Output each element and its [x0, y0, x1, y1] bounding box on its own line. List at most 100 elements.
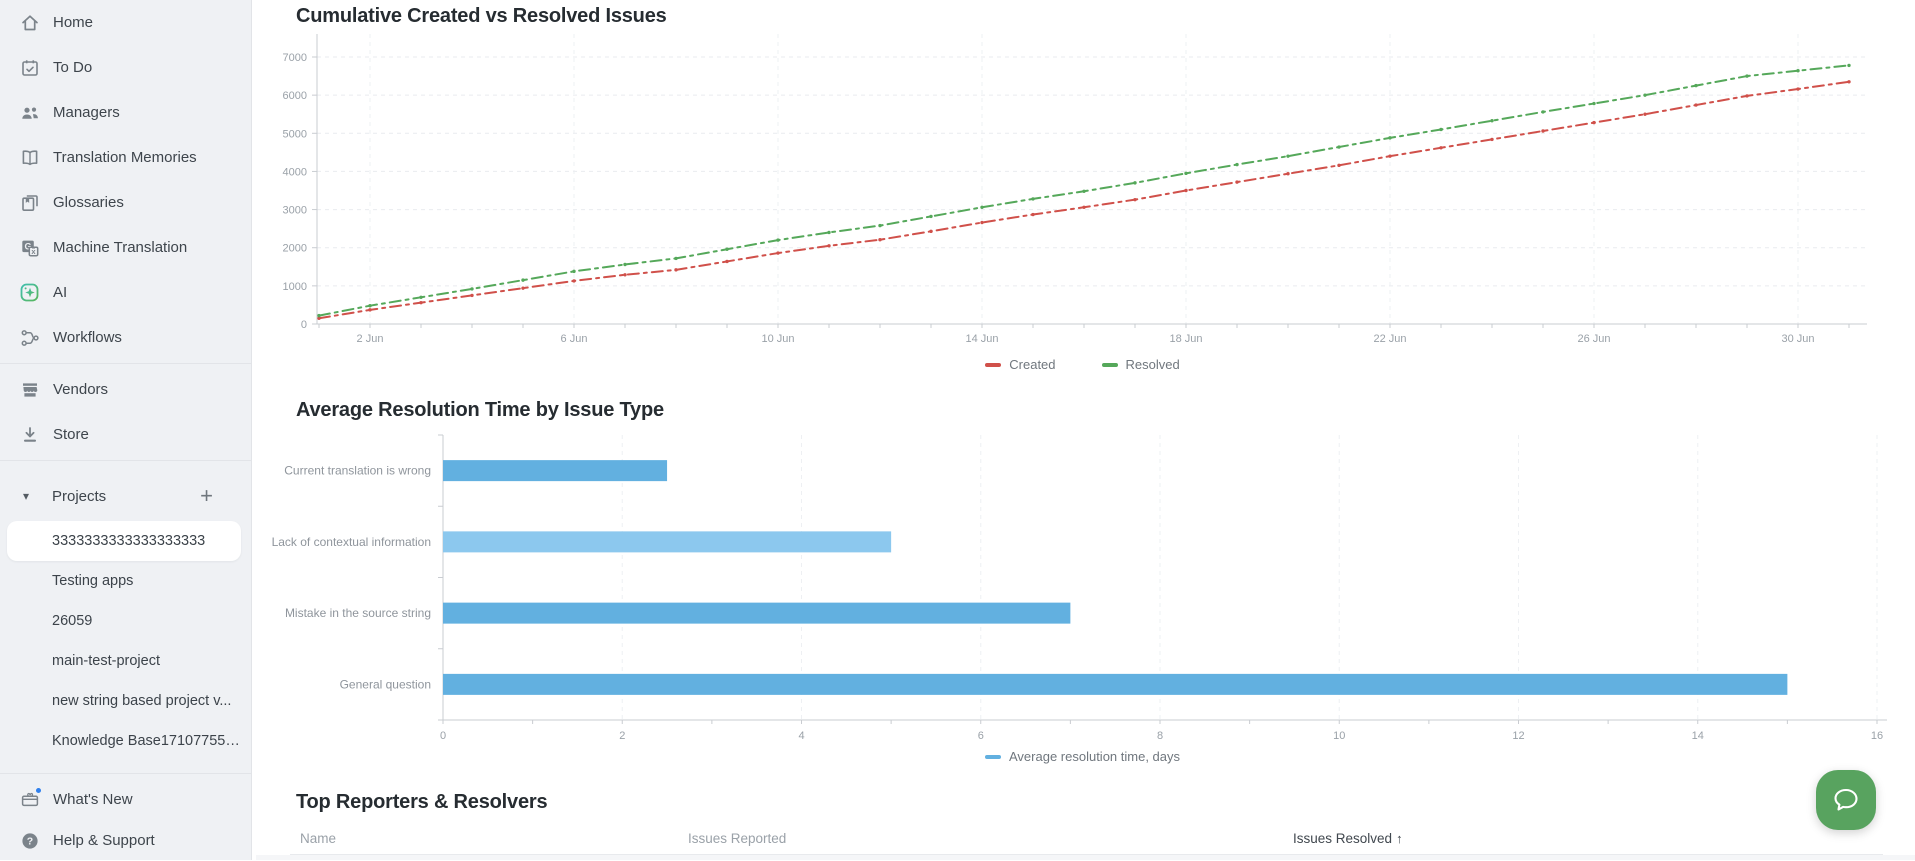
chat-bubble-icon [1834, 788, 1858, 811]
cumulative-line-chart: 0 1000 2000 3000 4000 5000 6000 7000 2 Jun 6 Jun 1… [283, 34, 1867, 345]
question-circle-icon: ? [19, 830, 40, 851]
legend-item-created[interactable]: Created [985, 357, 1056, 372]
svg-text:2 Jun: 2 Jun [357, 333, 384, 345]
sidebar-item-to-do[interactable]: To Do [0, 45, 251, 90]
sidebar-item-store[interactable]: Store [0, 412, 251, 457]
svg-text:30 Jun: 30 Jun [1781, 333, 1814, 345]
svg-text:18 Jun: 18 Jun [1169, 333, 1202, 345]
sidebar-item-vendors[interactable]: Vendors [0, 367, 251, 412]
project-item-selected[interactable]: 3333333333333333333 [7, 521, 241, 561]
table-row[interactable] [256, 855, 1915, 860]
managers-people-icon [19, 102, 40, 123]
sidebar-item-help-support[interactable]: ? Help & Support [0, 820, 251, 861]
svg-text:1000: 1000 [283, 281, 307, 293]
home-icon [19, 12, 40, 33]
column-header-name[interactable]: Name [300, 831, 337, 846]
svg-text:14 Jun: 14 Jun [965, 333, 998, 345]
project-item[interactable]: new string based project v... [52, 693, 232, 709]
svg-text:16: 16 [1871, 730, 1883, 742]
legend-item-average-resolution-time[interactable]: Average resolution time, days [984, 749, 1181, 764]
project-item[interactable]: main-test-project [52, 653, 160, 669]
chevron-down-icon[interactable]: ▾ [23, 489, 30, 503]
sidebar-item-label: Home [53, 14, 94, 31]
svg-text:General question: General question [340, 677, 431, 691]
column-header-issues-reported[interactable]: Issues Reported [688, 831, 787, 846]
projects-section-header: ▾ Projects + [0, 471, 251, 521]
storefront-icon [19, 379, 40, 400]
projects-section-title: Projects [52, 487, 107, 505]
sidebar-item-managers[interactable]: Managers [0, 90, 251, 135]
sidebar-item-workflows[interactable]: Workflows [0, 315, 251, 360]
sidebar: Home To Do Managers Translation Memories… [0, 0, 252, 860]
sidebar-item-whats-new[interactable]: What's New [0, 779, 251, 820]
svg-text:0: 0 [301, 319, 307, 331]
sidebar-divider [0, 773, 251, 774]
svg-text:26 Jun: 26 Jun [1577, 333, 1610, 345]
svg-text:7000: 7000 [283, 52, 307, 64]
announcement-icon [19, 787, 42, 810]
legend-marker [984, 754, 1001, 759]
project-item[interactable]: 26059 [52, 613, 93, 629]
project-item[interactable]: Knowledge Base171077557... [52, 733, 241, 749]
svg-text:6000: 6000 [283, 90, 307, 102]
resolution-bar-chart: 0 2 4 6 8 10 12 14 16 Current translation is wron… [272, 434, 1887, 742]
sidebar-item-label: Vendors [53, 381, 109, 398]
sidebar-item-label: Managers [53, 104, 120, 121]
legend-label: Average resolution time, days [1008, 749, 1181, 764]
sidebar-item-label: Store [53, 426, 89, 443]
resolution-chart-legend: Average resolution time, days [253, 749, 1912, 764]
cumulative-chart-title: Cumulative Created vs Resolved Issues [296, 5, 667, 27]
sidebar-divider [0, 363, 251, 364]
svg-text:Current translation is wrong: Current translation is wrong [284, 464, 431, 478]
notification-dot [35, 787, 42, 794]
svg-text:Lack of contextual information: Lack of contextual information [272, 535, 431, 549]
sidebar-item-home[interactable]: Home [0, 0, 251, 45]
svg-text:3000: 3000 [283, 205, 307, 217]
sidebar-item-label: Machine Translation [53, 239, 188, 256]
legend-label: Created [1009, 357, 1056, 372]
table-header-border [290, 854, 1883, 855]
svg-text:Mistake in the source string: Mistake in the source string [285, 606, 431, 620]
svg-text:12: 12 [1512, 730, 1524, 742]
open-book-icon [19, 147, 40, 168]
chat-launcher-button[interactable] [1816, 770, 1876, 830]
sidebar-item-label: Workflows [53, 329, 122, 346]
sidebar-item-label: AI [53, 284, 68, 301]
legend-item-resolved[interactable]: Resolved [1101, 357, 1180, 372]
legend-marker [1101, 362, 1118, 367]
download-icon [19, 424, 40, 445]
table-title: Top Reporters & Resolvers [296, 791, 548, 813]
legend-marker [985, 362, 1002, 367]
sidebar-item-label: Glossaries [53, 194, 124, 211]
sort-ascending-icon: ↑ [1396, 831, 1403, 846]
add-project-button[interactable]: + [200, 483, 213, 508]
svg-text:10: 10 [1333, 730, 1345, 742]
sidebar-item-ai[interactable]: AI [0, 270, 251, 315]
glossary-book-icon [19, 192, 40, 213]
todo-calendar-icon [19, 57, 40, 78]
sidebar-divider [0, 460, 251, 461]
dashboard-main: Cumulative Created vs Resolved Issues 0 1… [253, 0, 1915, 860]
svg-text:10 Jun: 10 Jun [761, 333, 794, 345]
sidebar-item-label: To Do [53, 59, 93, 76]
sidebar-item-translation-memories[interactable]: Translation Memories [0, 135, 251, 180]
sidebar-item-label: Translation Memories [53, 149, 197, 166]
svg-text:14: 14 [1692, 730, 1704, 742]
cumulative-chart-legend: Created Resolved [253, 357, 1912, 372]
resolution-chart-title: Average Resolution Time by Issue Type [296, 399, 664, 421]
sidebar-item-glossaries[interactable]: Glossaries [0, 180, 251, 225]
svg-text:2000: 2000 [283, 243, 307, 255]
sidebar-item-label: What's New [53, 791, 133, 808]
svg-text:G: G [24, 241, 31, 251]
svg-text:x̂: x̂ [31, 246, 36, 255]
svg-text:2: 2 [619, 730, 625, 742]
svg-text:5000: 5000 [283, 128, 307, 140]
svg-text:4000: 4000 [283, 166, 307, 178]
legend-label: Resolved [1125, 357, 1180, 372]
svg-text:8: 8 [1157, 730, 1163, 742]
project-item[interactable]: Testing apps [52, 573, 134, 589]
svg-text:4: 4 [798, 730, 804, 742]
column-header-issues-resolved[interactable]: Issues Resolved ↑ [1293, 831, 1403, 846]
